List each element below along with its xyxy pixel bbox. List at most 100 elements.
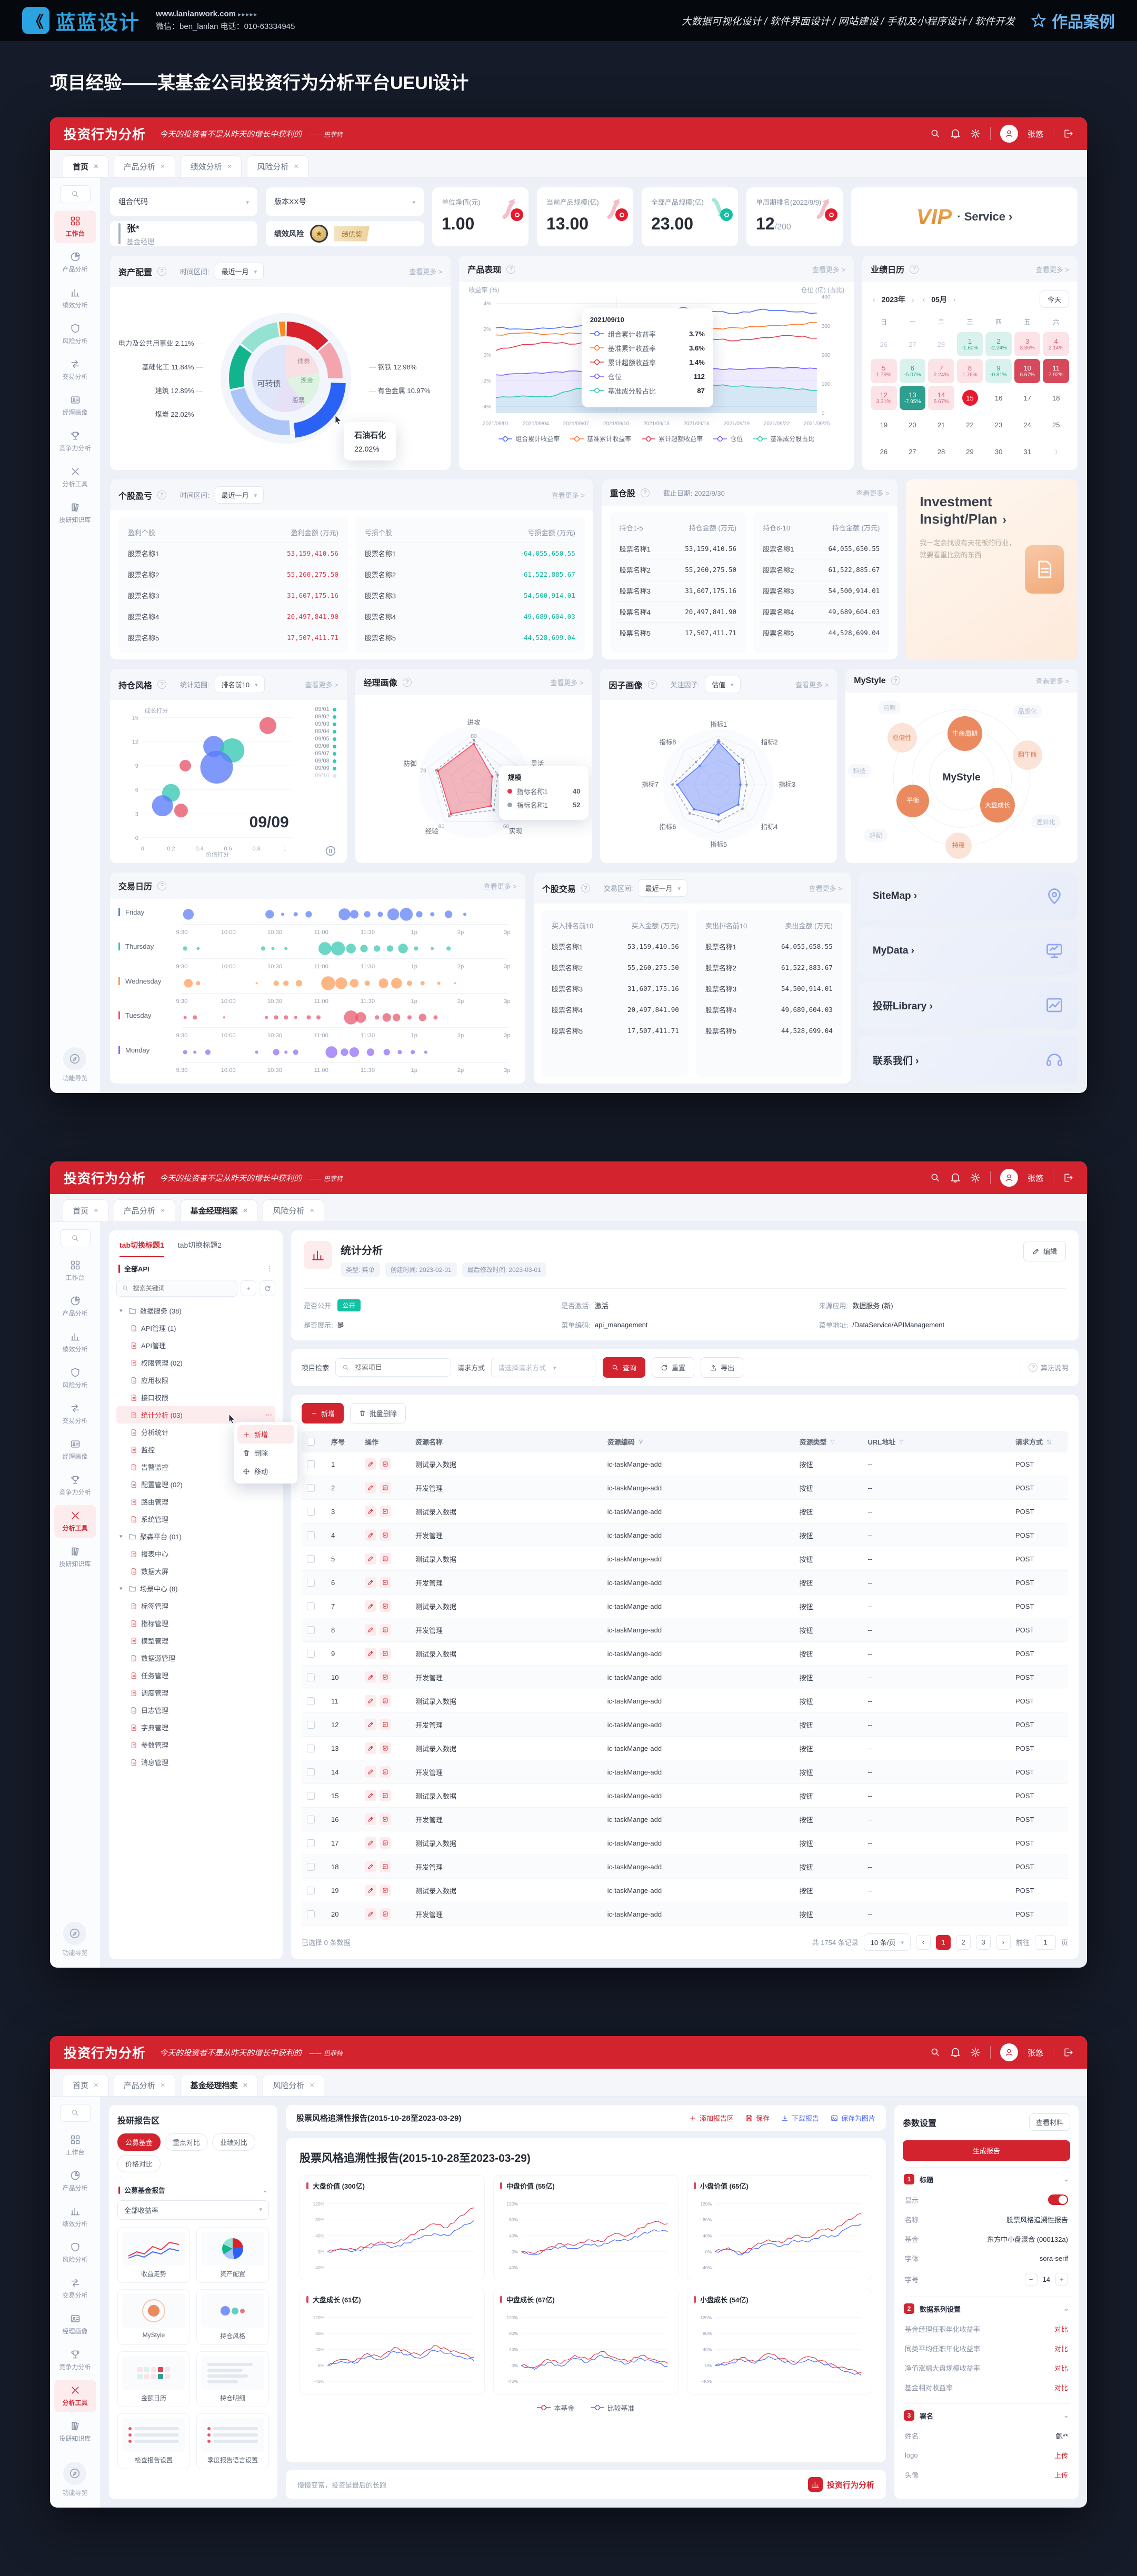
- search-icon[interactable]: [930, 128, 941, 139]
- table-row-5[interactable]: 5 测试录入数据 ic-taskMange-add 按钮 -- POST: [302, 1547, 1068, 1571]
- sidebar-item-7[interactable]: 分析工具: [54, 2380, 96, 2413]
- legend-item[interactable]: 基准成分股占比: [753, 434, 814, 443]
- tab-2[interactable]: 绩效分析 ×: [180, 155, 242, 177]
- widget-4[interactable]: 金额日历: [117, 2351, 190, 2408]
- tree-node-7[interactable]: 分析统计: [116, 1424, 275, 1441]
- insight-card[interactable]: Investment Insight/Plan › 我一定会找没有天花板的行业，就要…: [906, 479, 1078, 659]
- tree-node-23[interactable]: 日志管理: [116, 1701, 275, 1719]
- tree-node-20[interactable]: 数据源管理: [116, 1649, 275, 1667]
- menu-新增[interactable]: 新增: [237, 1425, 294, 1444]
- sidebar-item-5[interactable]: 经理画像: [54, 1434, 96, 1466]
- table-row-6[interactable]: 6 开发管理 ic-taskMange-add 按钮 -- POST: [302, 1571, 1068, 1595]
- table-row[interactable]: 股票名称4 20,497,841.90: [618, 601, 738, 622]
- chip-2[interactable]: 业绩对比: [212, 2133, 256, 2151]
- edit-icon[interactable]: [365, 1671, 376, 1683]
- algorithm-help[interactable]: 算法说明: [1019, 1362, 1068, 1373]
- gear-icon[interactable]: [970, 128, 981, 139]
- calendar-cell[interactable]: 1: [1054, 447, 1058, 456]
- more-link[interactable]: 查看更多 >: [856, 489, 890, 497]
- more-link[interactable]: 查看更多 >: [812, 265, 846, 274]
- approve-icon[interactable]: [380, 1790, 391, 1802]
- approve-icon[interactable]: [380, 1577, 391, 1589]
- action-对比[interactable]: 对比: [1054, 2345, 1068, 2353]
- row-checkbox[interactable]: [307, 1791, 315, 1800]
- page-2[interactable]: 2: [955, 1934, 971, 1950]
- row-checkbox[interactable]: [307, 1649, 315, 1658]
- table-row[interactable]: 股票名称4 -49,689,604.03: [363, 606, 576, 627]
- pause-icon[interactable]: [325, 845, 336, 857]
- tab-3[interactable]: 风险分析 ×: [263, 2074, 325, 2097]
- tree-node-6[interactable]: 统计分析 (03) ⋯: [116, 1406, 275, 1424]
- more-link[interactable]: 查看更多 >: [550, 678, 584, 687]
- sidebar-item-8[interactable]: 投研知识库: [54, 2415, 96, 2448]
- sidebar-item-1[interactable]: 产品分析: [54, 2165, 96, 2198]
- tree-node-5[interactable]: 接口权限: [116, 1389, 275, 1406]
- table-row-4[interactable]: 4 开发管理 ic-taskMange-add 按钮 -- POST: [302, 1523, 1068, 1548]
- select-all-checkbox[interactable]: [307, 1438, 315, 1446]
- row-checkbox[interactable]: [307, 1531, 315, 1539]
- table-row[interactable]: 股票名称3 54,500,914.01: [762, 580, 881, 601]
- close-icon[interactable]: ×: [294, 162, 299, 171]
- edit-icon[interactable]: [365, 1790, 376, 1802]
- edit-icon[interactable]: [365, 1624, 376, 1636]
- sidebar-item-2[interactable]: 绩效分析: [54, 282, 96, 315]
- more-link[interactable]: 查看更多 >: [1035, 265, 1069, 274]
- date-item[interactable]: 09/04: [315, 728, 336, 735]
- action-对比[interactable]: 对比: [1054, 2326, 1068, 2334]
- site-logo[interactable]: 《 蓝蓝设计: [22, 6, 140, 35]
- table-row-20[interactable]: 20 开发管理 ic-taskMange-add 按钮 -- POST: [302, 1902, 1068, 1927]
- refresh-icon[interactable]: [260, 1280, 275, 1297]
- add-button[interactable]: 新增: [302, 1403, 344, 1424]
- style-bubble[interactable]: 大盘成长: [980, 788, 1015, 823]
- row-menu-icon[interactable]: ⋯: [265, 1410, 272, 1419]
- generate-report-button[interactable]: 生成报告: [903, 2140, 1070, 2161]
- sidebar-item-2[interactable]: 绩效分析: [54, 2201, 96, 2233]
- row-checkbox[interactable]: [307, 1910, 315, 1918]
- library-group[interactable]: 公募基金报告 ⌄: [117, 2180, 269, 2200]
- calendar-cell[interactable]: 31: [1023, 447, 1031, 456]
- table-row[interactable]: 股票名称3 31,607,175.16: [127, 585, 340, 606]
- edit-icon[interactable]: [365, 1529, 376, 1541]
- table-row[interactable]: 股票名称2 55,260,275.50: [618, 559, 738, 580]
- table-row-18[interactable]: 18 开发管理 ic-taskMange-add 按钮 -- POST: [302, 1855, 1068, 1879]
- reset-button[interactable]: 重置: [652, 1357, 695, 1378]
- table-row-16[interactable]: 16 开发管理 ic-taskMange-add 按钮 -- POST: [302, 1808, 1068, 1832]
- approve-icon[interactable]: [380, 1529, 391, 1541]
- tree-node-11[interactable]: 路由管理: [116, 1493, 275, 1510]
- table-row-10[interactable]: 10 开发管理 ic-taskMange-add 按钮 -- POST: [302, 1666, 1068, 1690]
- row-checkbox[interactable]: [307, 1839, 315, 1847]
- add-node-button[interactable]: +: [241, 1280, 256, 1297]
- minus-button[interactable]: −: [1024, 2273, 1038, 2286]
- calendar-cell[interactable]: 25: [1052, 420, 1060, 429]
- logout-icon[interactable]: [1063, 128, 1073, 139]
- method-select[interactable]: 请选择请求方式: [491, 1358, 597, 1378]
- page-3[interactable]: 3: [975, 1934, 991, 1950]
- table-row-9[interactable]: 9 测试录入数据 ic-taskMange-add 按钮 -- POST: [302, 1642, 1068, 1666]
- table-row[interactable]: 股票名称1 64,055,658.55: [704, 936, 834, 957]
- row-checkbox[interactable]: [307, 1815, 315, 1823]
- help-icon[interactable]: [647, 680, 657, 689]
- avatar[interactable]: [1000, 2043, 1018, 2062]
- site-url[interactable]: www.lanlanwork.com: [156, 9, 236, 18]
- prev-year-button[interactable]: ‹: [873, 295, 875, 304]
- edit-icon[interactable]: [365, 1837, 376, 1849]
- tree-node-18[interactable]: 指标管理: [116, 1615, 275, 1632]
- trade-range-select[interactable]: 最近一月: [638, 879, 687, 897]
- sidebar-item-5[interactable]: 经理画像: [54, 2308, 96, 2341]
- tree-node-9[interactable]: 告警监控: [116, 1458, 275, 1476]
- approve-icon[interactable]: [380, 1671, 391, 1683]
- filter-icon[interactable]: [899, 1439, 904, 1445]
- edit-icon[interactable]: [365, 1577, 376, 1589]
- gear-icon[interactable]: [970, 1172, 981, 1183]
- widget-3[interactable]: 持仓风格: [196, 2289, 269, 2346]
- query-button[interactable]: 查询: [603, 1357, 646, 1378]
- sidebar-item-4[interactable]: 交易分析: [54, 2272, 96, 2305]
- approve-icon[interactable]: [380, 1458, 391, 1470]
- table-row[interactable]: 股票名称3 31,607,175.16: [550, 978, 680, 999]
- widget-1[interactable]: 资产配置: [196, 2227, 269, 2283]
- factor-select[interactable]: 估值: [705, 676, 741, 693]
- site-nav[interactable]: 大数据可视化设计 / 软件界面设计 / 网站建设 / 手机及小程序设计 / 软件…: [681, 16, 1015, 27]
- calendar-cell[interactable]: 5 1.79%: [871, 359, 897, 383]
- help-icon[interactable]: [157, 490, 167, 499]
- calendar-cell[interactable]: 19: [880, 420, 888, 429]
